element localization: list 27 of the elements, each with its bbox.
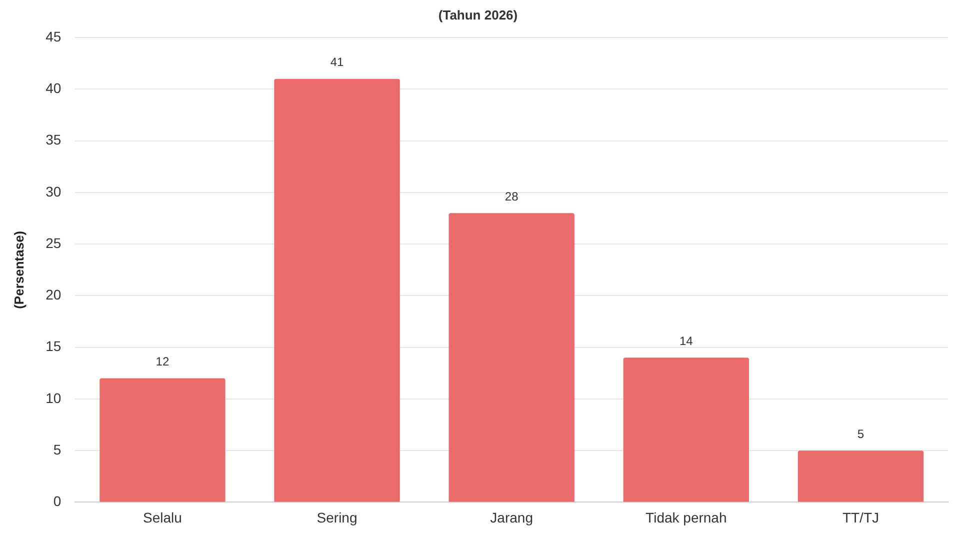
y-tick-label: 45	[46, 28, 62, 44]
y-tick-label: 20	[46, 286, 62, 303]
data-label: 12	[156, 354, 170, 369]
data-label: 41	[330, 55, 344, 70]
x-tick-label: Sering	[316, 509, 358, 526]
y-axis-title: (Persentase)	[11, 230, 26, 309]
bar	[798, 450, 924, 502]
data-label: 28	[504, 189, 519, 204]
data-label: 14	[679, 334, 694, 348]
chart-title: (Tahun 2026)	[438, 7, 518, 22]
bar	[274, 78, 400, 502]
y-tick-label: 40	[46, 80, 62, 96]
x-tick-label: TT/TJ	[842, 509, 879, 526]
y-tick-label: 25	[46, 234, 62, 251]
x-tick-label: Selalu	[142, 509, 182, 526]
y-tick-label: 5	[53, 441, 62, 458]
data-label: 5	[857, 426, 864, 441]
bar	[448, 213, 574, 502]
y-tick-label: 35	[46, 132, 62, 148]
x-tick-label: Jarang	[490, 509, 533, 526]
y-tick-label: 15	[46, 338, 62, 354]
bar	[623, 358, 749, 502]
y-tick-label: 0	[53, 493, 62, 510]
x-tick-label: Tidak pernah	[646, 509, 727, 526]
y-tick-label: 30	[46, 183, 62, 200]
bar	[100, 378, 226, 502]
y-tick-label: 10	[46, 390, 62, 406]
